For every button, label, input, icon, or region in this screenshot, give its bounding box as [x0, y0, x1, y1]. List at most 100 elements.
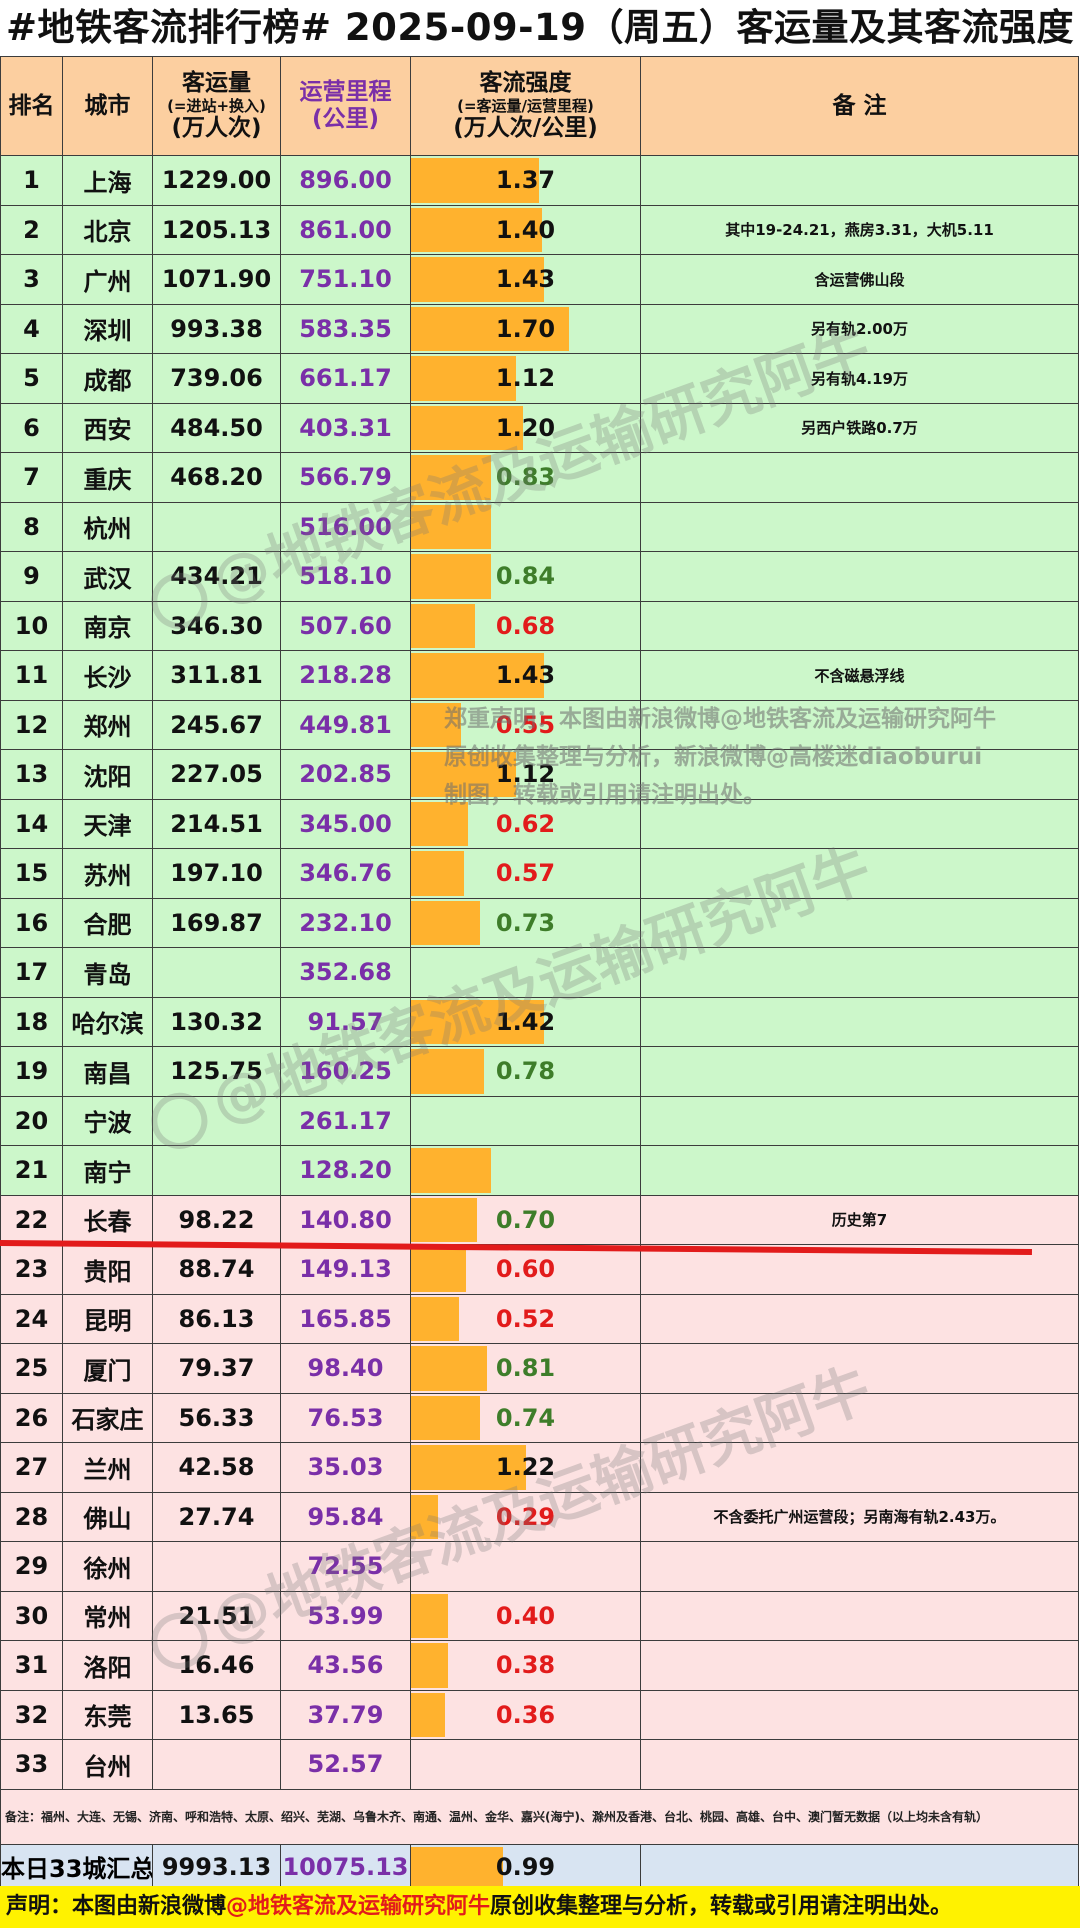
rank-cell: 24	[0, 1293, 63, 1344]
intensity-bar	[411, 356, 517, 401]
city-cell: 贵阳	[62, 1244, 153, 1295]
rank-cell: 33	[0, 1739, 63, 1790]
intensity-cell	[410, 947, 641, 998]
intensity-value: 1.43	[495, 265, 556, 294]
note-cell	[640, 1046, 1079, 1097]
table-row: 19 南昌 125.75 160.25 0.78	[0, 1046, 1079, 1097]
note-cell: 另有轨2.00万	[640, 303, 1079, 354]
intensity-cell: 1.40	[410, 204, 641, 255]
city-cell: 宁波	[62, 1095, 153, 1146]
intensity-cell: 1.43	[410, 254, 641, 305]
length-cell: 403.31	[280, 402, 411, 453]
note-cell: 不含委托广州运营段；另南海有轨2.43万。	[640, 1491, 1079, 1542]
table-row: 11 长沙 311.81 218.28 1.43 不含磁悬浮线	[0, 650, 1079, 701]
city-cell: 重庆	[62, 452, 153, 503]
note-cell	[640, 1095, 1079, 1146]
volume-cell: 125.75	[152, 1046, 281, 1097]
length-cell: 518.10	[280, 551, 411, 602]
length-cell: 165.85	[280, 1293, 411, 1344]
table-row: 5 成都 739.06 661.17 1.12 另有轨4.19万	[0, 353, 1079, 404]
table-row: 15 苏州 197.10 346.76 0.57	[0, 848, 1079, 899]
volume-cell: 169.87	[152, 897, 281, 948]
intensity-value: 0.73	[495, 908, 556, 937]
total-row: 本日33城汇总 9993.13 10075.13 0.99	[0, 1843, 1079, 1890]
table-row: 3 广州 1071.90 751.10 1.43 含运营佛山段	[0, 254, 1079, 305]
table-row: 14 天津 214.51 345.00 0.62	[0, 798, 1079, 849]
missing-data-note-row: 备注：福州、大连、无锡、济南、呼和浩特、太原、绍兴、芜湖、乌鲁木齐、南通、温州、…	[0, 1788, 1079, 1845]
city-cell: 佛山	[62, 1491, 153, 1542]
intensity-value: 0.68	[495, 611, 556, 640]
note-cell	[640, 996, 1079, 1047]
length-cell: 72.55	[280, 1541, 411, 1592]
note-cell	[640, 1442, 1079, 1493]
note-cell	[640, 155, 1079, 206]
rank-cell: 8	[0, 501, 63, 552]
intensity-value: 0.40	[495, 1601, 556, 1630]
table-row: 13 沈阳 227.05 202.85 1.12	[0, 749, 1079, 800]
city-cell: 兰州	[62, 1442, 153, 1493]
table-row: 21 南宁 128.20	[0, 1145, 1079, 1196]
intensity-bar	[411, 1197, 478, 1242]
rank-cell: 21	[0, 1145, 63, 1196]
intensity-value: 0.62	[495, 809, 556, 838]
ranking-table: 排名 城市 客运量 (=进站+换入) (万人次) 运营里程 (公里) 客流强度 …	[0, 56, 1079, 1890]
length-cell: 346.76	[280, 848, 411, 899]
volume-cell: 88.74	[152, 1244, 281, 1295]
intensity-bar	[411, 405, 524, 450]
rank-cell: 17	[0, 947, 63, 998]
volume-cell: 214.51	[152, 798, 281, 849]
intensity-cell: 0.29	[410, 1491, 641, 1542]
intensity-bar	[411, 158, 540, 203]
intensity-bar	[411, 1296, 460, 1341]
table-row: 7 重庆 468.20 566.79 0.83	[0, 452, 1079, 503]
city-cell: 广州	[62, 254, 153, 305]
volume-cell: 1071.90	[152, 254, 281, 305]
intensity-bar	[411, 752, 517, 797]
intensity-cell: 1.43	[410, 650, 641, 701]
rank-cell: 19	[0, 1046, 63, 1097]
volume-cell: 434.21	[152, 551, 281, 602]
intensity-value: 0.70	[495, 1205, 556, 1234]
table-row: 6 西安 484.50 403.31 1.20 另西户铁路0.7万	[0, 402, 1079, 453]
city-cell: 南昌	[62, 1046, 153, 1097]
table-row: 27 兰州 42.58 35.03 1.22	[0, 1442, 1079, 1493]
intensity-bar	[411, 306, 569, 351]
intensity-cell: 0.55	[410, 699, 641, 750]
note-cell	[640, 1392, 1079, 1443]
length-cell: 751.10	[280, 254, 411, 305]
rank-cell: 23	[0, 1244, 63, 1295]
length-cell: 507.60	[280, 600, 411, 651]
intensity-bar	[411, 1692, 446, 1737]
table-row: 9 武汉 434.21 518.10 0.84	[0, 551, 1079, 602]
footer-prefix: 声明：本图由新浪微博	[6, 1894, 227, 1919]
city-cell: 成都	[62, 353, 153, 404]
intensity-cell: 1.12	[410, 749, 641, 800]
note-cell	[640, 897, 1079, 948]
volume-cell	[152, 1145, 281, 1196]
volume-cell: 1205.13	[152, 204, 281, 255]
header-city: 城市	[62, 56, 153, 156]
intensity-value: 1.42	[495, 1007, 556, 1036]
total-intensity-value: 0.99	[495, 1852, 556, 1881]
note-cell: 另有轨4.19万	[640, 353, 1079, 404]
header-volume: 客运量 (=进站+换入) (万人次)	[152, 56, 281, 156]
rank-cell: 1	[0, 155, 63, 206]
table-row: 20 宁波 261.17	[0, 1095, 1079, 1146]
note-cell	[640, 1590, 1079, 1641]
city-cell: 深圳	[62, 303, 153, 354]
city-cell: 厦门	[62, 1343, 153, 1394]
note-cell	[640, 1541, 1079, 1592]
city-cell: 长春	[62, 1194, 153, 1245]
length-cell: 43.56	[280, 1640, 411, 1691]
volume-cell: 468.20	[152, 452, 281, 503]
intensity-value: 1.37	[495, 166, 556, 195]
volume-cell: 227.05	[152, 749, 281, 800]
table-row: 30 常州 21.51 53.99 0.40	[0, 1590, 1079, 1641]
rank-cell: 31	[0, 1640, 63, 1691]
intensity-cell: 0.38	[410, 1640, 641, 1691]
rank-cell: 29	[0, 1541, 63, 1592]
note-cell	[640, 551, 1079, 602]
intensity-cell	[410, 501, 641, 552]
rank-cell: 22	[0, 1194, 63, 1245]
intensity-cell: 1.37	[410, 155, 641, 206]
